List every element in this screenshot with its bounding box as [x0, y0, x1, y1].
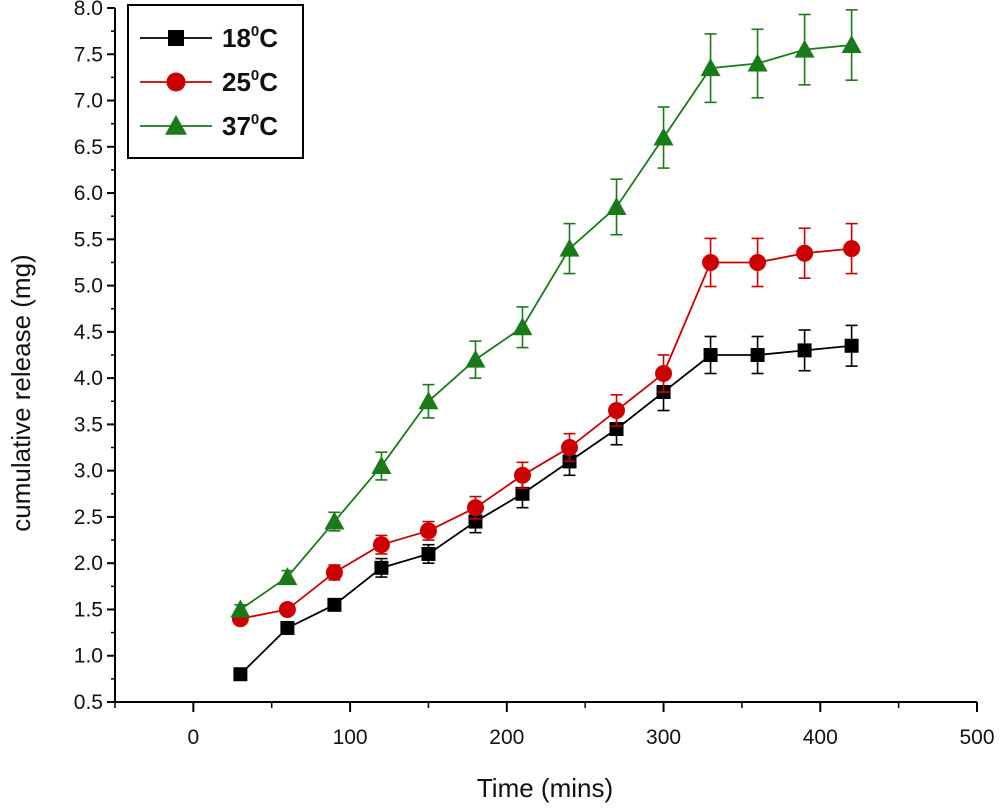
- data-point: [653, 127, 674, 146]
- series-25C: [231, 222, 861, 628]
- data-point: [606, 196, 627, 215]
- x-tick-label: 100: [333, 726, 368, 749]
- series-layer: [230, 9, 862, 682]
- data-point: [327, 597, 342, 612]
- data-point: [794, 39, 815, 58]
- data-point: [796, 244, 814, 262]
- series-line: [239, 344, 852, 675]
- data-point: [465, 349, 486, 368]
- y-tick-label: 4.0: [74, 367, 103, 390]
- y-tick-label: 2.5: [74, 506, 103, 529]
- legend-label-degree: 0: [251, 67, 259, 84]
- y-tick-label: 3.5: [74, 413, 103, 436]
- data-point: [841, 35, 862, 54]
- legend-label-value: 25: [222, 67, 251, 97]
- x-tick-label: 300: [646, 726, 681, 749]
- y-tick-label: 4.5: [74, 321, 103, 344]
- data-point: [372, 536, 390, 554]
- data-point: [655, 365, 673, 383]
- data-point: [277, 567, 298, 586]
- data-point: [513, 466, 531, 484]
- data-point: [747, 53, 768, 72]
- data-point: [466, 499, 484, 517]
- y-tick-label: 5.5: [74, 228, 103, 251]
- x-axis-title: Time (mins): [477, 773, 613, 803]
- y-tick-label: 2.0: [74, 552, 103, 575]
- data-point: [559, 238, 580, 257]
- data-point: [280, 620, 295, 635]
- legend-label-value: 37: [222, 111, 251, 141]
- data-point: [703, 348, 718, 362]
- legend-label-degree: 0: [251, 23, 259, 40]
- y-tick-label: 3.0: [74, 460, 103, 483]
- y-tick-label: 1.5: [74, 598, 103, 621]
- data-point: [515, 486, 530, 501]
- legend-label-unit: C: [259, 67, 278, 97]
- legend-label-unit: C: [259, 111, 278, 141]
- y-tick-label: 7.0: [74, 90, 103, 113]
- legend-label: 250C: [222, 67, 278, 97]
- y-tick-label: 6.5: [74, 136, 103, 159]
- data-point: [325, 563, 343, 581]
- y-tick-label: 8.0: [74, 0, 103, 20]
- series-line: [239, 44, 852, 611]
- legend-label: 370C: [222, 111, 278, 141]
- data-point: [608, 402, 626, 420]
- x-tick-label: 200: [489, 726, 524, 749]
- data-point: [749, 253, 767, 271]
- data-point: [561, 439, 579, 457]
- y-tick-label: 5.0: [74, 275, 103, 298]
- legend-label-value: 18: [222, 23, 251, 53]
- data-point: [702, 253, 720, 271]
- legend-marker: [168, 30, 184, 46]
- legend-marker: [165, 115, 187, 135]
- data-point: [797, 343, 812, 358]
- series-37C: [230, 9, 862, 618]
- data-point: [278, 600, 296, 618]
- y-axis-title: cumulative release (mg): [6, 254, 36, 531]
- data-point: [233, 667, 248, 682]
- data-point: [512, 317, 533, 336]
- x-tick-label: 400: [803, 726, 838, 749]
- data-point: [371, 456, 392, 475]
- data-point: [421, 546, 436, 561]
- y-tick-label: 0.5: [74, 691, 103, 714]
- legend-label: 180C: [222, 23, 278, 53]
- y-tick-label: 6.0: [74, 182, 103, 205]
- data-point: [419, 522, 437, 540]
- data-point: [230, 599, 251, 618]
- data-point: [843, 240, 861, 258]
- axes: 0.5 1.0 1.5 2.0 2.5 3.0 3.5 4.0 4.5 5.0 5.5 6.0 6.5 7…: [74, 0, 995, 749]
- y-tick-label: 1.0: [74, 645, 103, 668]
- legend-marker: [166, 72, 186, 92]
- data-point: [700, 58, 721, 77]
- data-point: [418, 391, 439, 410]
- y-tick-label: 7.5: [74, 43, 103, 66]
- x-tick-label: 0: [188, 726, 200, 749]
- data-point: [750, 348, 765, 362]
- data-point: [324, 511, 345, 530]
- series-line: [240, 247, 852, 620]
- series-18C: [233, 324, 859, 682]
- data-point: [844, 338, 859, 353]
- legend-label-unit: C: [259, 23, 278, 53]
- x-tick-label: 500: [959, 726, 994, 749]
- data-point: [374, 560, 389, 575]
- legend-label-degree: 0: [251, 111, 259, 128]
